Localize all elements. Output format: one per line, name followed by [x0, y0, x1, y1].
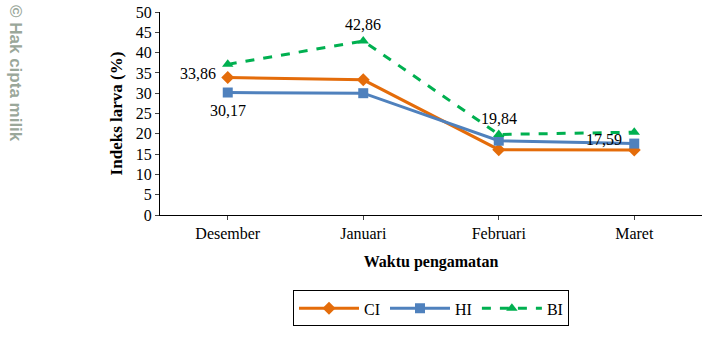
svg-text:BI: BI [547, 301, 563, 318]
svg-text:35: 35 [136, 65, 152, 82]
svg-text:Indeks larva (%): Indeks larva (%) [107, 52, 126, 176]
svg-text:Desember: Desember [195, 225, 261, 242]
svg-text:20: 20 [136, 125, 152, 142]
svg-text:Februari: Februari [472, 225, 527, 242]
html-text:© Hak cipta milik: © Hak cipta milik [6, 5, 25, 142]
svg-text:50: 50 [136, 4, 152, 21]
svg-text:Waktu pengamatan: Waktu pengamatan [364, 253, 499, 271]
svg-text:HI: HI [455, 301, 472, 318]
svg-text:45: 45 [136, 24, 152, 41]
svg-text:5: 5 [144, 186, 152, 203]
svg-text:30: 30 [136, 85, 152, 102]
svg-text:CI: CI [364, 301, 380, 318]
svg-text:19,84: 19,84 [481, 110, 517, 127]
svg-text:25: 25 [136, 105, 152, 122]
svg-text:42,86: 42,86 [345, 16, 381, 33]
svg-text:0: 0 [144, 207, 152, 224]
svg-text:17,59: 17,59 [586, 131, 622, 148]
svg-text:15: 15 [136, 146, 152, 163]
svg-text:10: 10 [136, 166, 152, 183]
svg-text:40: 40 [136, 44, 152, 61]
svg-text:33,86: 33,86 [180, 65, 216, 82]
svg-text:Januari: Januari [340, 225, 387, 242]
svg-text:Maret: Maret [615, 225, 654, 242]
svg-text:30,17: 30,17 [210, 102, 246, 119]
